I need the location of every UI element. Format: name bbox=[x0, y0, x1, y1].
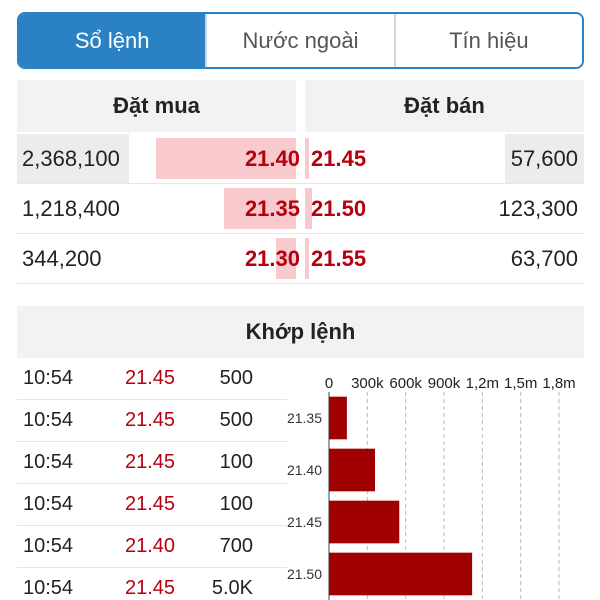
sell-orders-header: Đặt bán bbox=[305, 80, 584, 132]
trade-row: 10:54 21.45 100 bbox=[17, 442, 287, 484]
order-book-row: 2,368,100 21.40 21.45 57,600 bbox=[17, 134, 584, 184]
y-tick-label: 21.50 bbox=[287, 566, 322, 582]
sell-price: 21.55 bbox=[311, 245, 367, 271]
buy-volume: 344,200 bbox=[22, 245, 102, 271]
trade-volume: 5.0K bbox=[211, 577, 253, 599]
y-tick-label: 21.35 bbox=[287, 410, 322, 426]
buy-orders-header: Đặt mua bbox=[17, 80, 296, 132]
buy-volume: 1,218,400 bbox=[22, 195, 120, 221]
volume-bar bbox=[329, 396, 347, 440]
buy-price: 21.40 bbox=[244, 145, 300, 171]
buy-volume: 2,368,100 bbox=[17, 134, 129, 183]
x-tick-label: 900k bbox=[428, 375, 461, 392]
trade-price: 21.45 bbox=[125, 577, 176, 599]
trade-volume: 700 bbox=[219, 535, 253, 557]
tab-order-book[interactable]: Sổ lệnh bbox=[19, 14, 206, 67]
sell-depth-bar bbox=[305, 238, 309, 279]
x-tick-label: 0 bbox=[325, 375, 333, 392]
sell-volume: 63,700 bbox=[510, 245, 578, 271]
trade-time: 10:54 bbox=[23, 493, 74, 515]
trade-volume: 500 bbox=[219, 409, 253, 431]
volume-bar bbox=[329, 500, 400, 544]
trade-time: 10:54 bbox=[23, 577, 74, 599]
volume-bar bbox=[329, 448, 375, 492]
buy-price: 21.30 bbox=[244, 245, 300, 271]
sell-volume: 123,300 bbox=[498, 195, 578, 221]
buy-depth-bar bbox=[276, 238, 296, 279]
trade-price: 21.45 bbox=[125, 409, 176, 431]
trade-volume: 500 bbox=[219, 367, 253, 389]
trade-price: 21.40 bbox=[125, 535, 176, 557]
sell-price: 21.45 bbox=[311, 145, 367, 171]
sell-depth-bar bbox=[305, 138, 309, 179]
matched-orders-header: Khớp lệnh bbox=[17, 306, 584, 358]
y-tick-label: 21.40 bbox=[287, 462, 322, 478]
volume-bar bbox=[329, 552, 473, 596]
order-book-row: 344,200 21.30 21.55 63,700 bbox=[17, 234, 584, 284]
x-tick-label: 600k bbox=[389, 375, 422, 392]
tab-bar: Sổ lệnh Nước ngoài Tín hiệu bbox=[17, 12, 584, 69]
order-book-row: 1,218,400 21.35 21.50 123,300 bbox=[17, 184, 584, 234]
trade-price: 21.45 bbox=[125, 451, 176, 473]
trade-row: 10:54 21.45 500 bbox=[17, 358, 287, 400]
trade-volume: 100 bbox=[219, 493, 253, 515]
volume-by-price-chart: 0 300k 600k 900k 1,2m 1,5m 1,8m 21.35 21.40 21.45… bbox=[287, 375, 576, 600]
sell-volume: 57,600 bbox=[504, 134, 584, 183]
tab-foreign[interactable]: Nước ngoài bbox=[205, 14, 394, 67]
x-tick-label: 1,8m bbox=[542, 375, 575, 392]
trade-time: 10:54 bbox=[23, 367, 74, 389]
sell-price: 21.50 bbox=[311, 195, 367, 221]
tab-signals[interactable]: Tín hiệu bbox=[393, 14, 582, 67]
buy-price: 21.35 bbox=[244, 195, 300, 221]
trade-volume: 100 bbox=[219, 451, 253, 473]
buy-depth-bar bbox=[156, 138, 296, 179]
trade-time: 10:54 bbox=[23, 409, 74, 431]
trade-price: 21.45 bbox=[125, 493, 176, 515]
trade-price: 21.45 bbox=[125, 367, 176, 389]
buy-depth-bar bbox=[224, 188, 296, 229]
x-tick-label: 1,2m bbox=[466, 375, 499, 392]
trade-row: 10:54 21.45 500 bbox=[17, 400, 287, 442]
trade-row: 10:54 21.45 5.0K bbox=[17, 568, 287, 600]
x-tick-label: 1,5m bbox=[504, 375, 537, 392]
trade-time: 10:54 bbox=[23, 535, 74, 557]
trade-time: 10:54 bbox=[23, 451, 74, 473]
trade-row: 10:54 21.45 100 bbox=[17, 484, 287, 526]
trade-row: 10:54 21.40 700 bbox=[17, 526, 287, 568]
x-tick-label: 300k bbox=[351, 375, 384, 392]
sell-depth-bar bbox=[305, 188, 312, 229]
y-tick-label: 21.45 bbox=[287, 514, 322, 530]
